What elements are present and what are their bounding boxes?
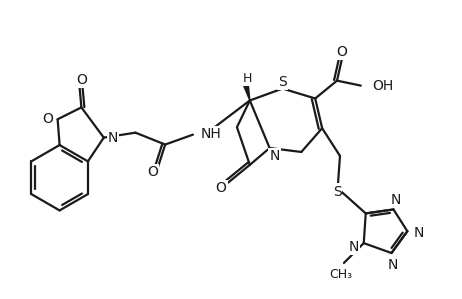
Text: O: O <box>42 112 53 126</box>
Text: OH: OH <box>373 79 394 93</box>
Text: O: O <box>216 181 226 195</box>
Text: S: S <box>278 75 287 89</box>
Text: NH: NH <box>201 127 222 141</box>
Text: N: N <box>387 258 398 272</box>
Text: H: H <box>243 72 253 85</box>
Text: N: N <box>414 226 425 240</box>
Polygon shape <box>243 84 250 100</box>
Text: O: O <box>76 73 87 87</box>
Text: N: N <box>349 240 359 254</box>
Text: O: O <box>147 165 158 179</box>
Text: O: O <box>336 45 347 59</box>
Text: S: S <box>333 184 341 199</box>
Text: N: N <box>269 149 280 163</box>
Text: N: N <box>108 131 118 145</box>
Text: N: N <box>390 193 401 207</box>
Text: CH₃: CH₃ <box>329 268 353 281</box>
